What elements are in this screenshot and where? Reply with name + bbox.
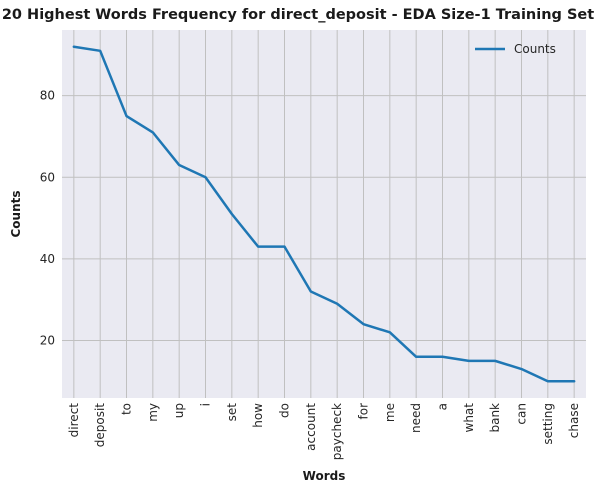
- legend-label-counts: Counts: [514, 42, 556, 56]
- plot-area: [62, 30, 586, 398]
- x-tick-label: set: [225, 403, 239, 422]
- y-gridlines: [62, 95, 586, 341]
- x-axis-label: Words: [303, 469, 346, 483]
- x-tick-label: account: [304, 403, 318, 451]
- x-tick-label: chase: [567, 403, 581, 438]
- y-tick-label: 80: [40, 89, 55, 103]
- x-tick-label: paycheck: [330, 403, 344, 460]
- x-tick-label: need: [409, 403, 423, 433]
- y-tick-label: 40: [40, 252, 55, 266]
- legend: Counts: [475, 42, 556, 56]
- chart-title: 20 Highest Words Frequency for direct_de…: [1, 7, 595, 23]
- y-axis-label: Counts: [9, 190, 23, 237]
- x-tick-label: direct: [67, 403, 81, 438]
- x-tick-label: bank: [488, 403, 502, 433]
- x-tick-label: for: [356, 403, 370, 420]
- x-tick-label: can: [514, 403, 528, 425]
- x-tick-label: a: [435, 403, 449, 410]
- x-tick-label: how: [251, 403, 265, 428]
- x-tick-label: setting: [541, 403, 555, 445]
- x-tick-labels: direct deposit to my up i set how do account paych…: [67, 403, 581, 461]
- y-tick-label: 60: [40, 170, 55, 184]
- x-tick-label: my: [146, 403, 160, 422]
- x-tick-label: deposit: [93, 403, 107, 448]
- x-tick-label: to: [120, 403, 134, 415]
- y-tick-label: 20: [40, 333, 55, 347]
- y-tick-labels: 20 40 60 80: [40, 89, 55, 348]
- x-tick-label: what: [462, 403, 476, 433]
- series-line-counts: [72, 45, 576, 383]
- series-layer: [72, 45, 576, 383]
- x-tick-label: i: [199, 403, 213, 406]
- x-tick-label: do: [278, 403, 292, 418]
- x-gridlines: [73, 30, 575, 398]
- x-tick-label: me: [383, 403, 397, 422]
- x-tick-label: up: [172, 403, 186, 418]
